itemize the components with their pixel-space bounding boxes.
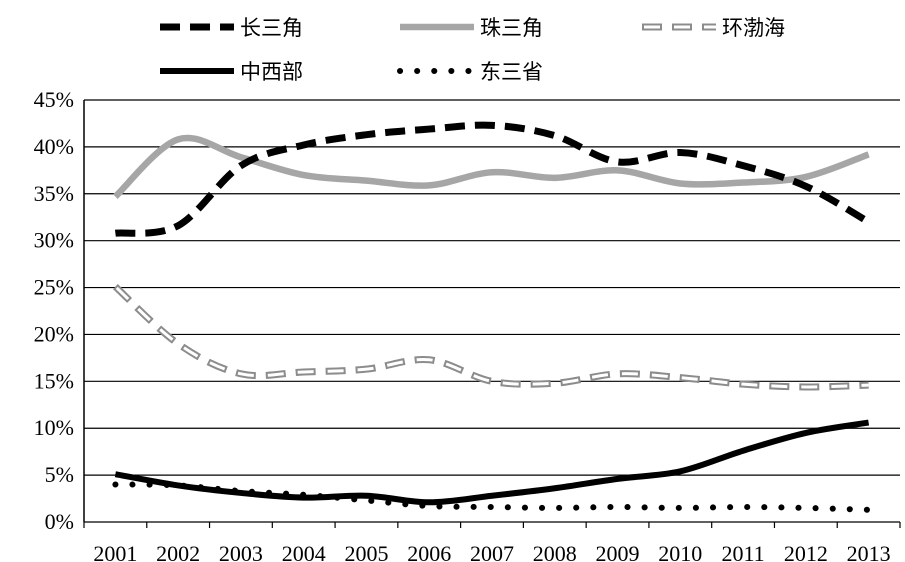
y-tick-label: 10% — [34, 415, 74, 440]
x-tick-label: 2011 — [721, 541, 764, 562]
y-tick-label: 30% — [34, 228, 74, 253]
y-tick-label: 45% — [34, 87, 74, 112]
series-line-1 — [114, 121, 871, 237]
y-axis-ticks: 0% 5% 10% 15% 20% 25% 30% 35% 40% 45% — [34, 87, 74, 534]
series-line-5 — [112, 481, 872, 513]
x-tick-label: 2009 — [596, 541, 640, 562]
x-tick-label: 2003 — [219, 541, 263, 562]
y-tick-label: 35% — [34, 181, 74, 206]
y-tick-label: 40% — [34, 134, 74, 159]
x-tick-label: 2002 — [156, 541, 200, 562]
y-tick-label: 5% — [45, 462, 74, 487]
y-tick-label: 15% — [34, 368, 74, 393]
legend-label: 中西部 — [240, 60, 303, 84]
y-tick-label: 25% — [34, 275, 74, 300]
gridlines — [83, 99, 900, 523]
series-lines — [112, 121, 872, 513]
x-tick-label: 2012 — [784, 541, 828, 562]
x-tick-label: 2006 — [407, 541, 451, 562]
series-line-3 — [113, 284, 869, 391]
legend-item: 环渤海 — [642, 16, 785, 40]
x-tick-label: 2001 — [93, 541, 137, 562]
legend-label: 珠三角 — [480, 16, 543, 40]
x-tick-label: 2008 — [533, 541, 577, 562]
series-line-4 — [114, 419, 870, 506]
y-tick-label: 20% — [34, 321, 74, 346]
legend-item: 中西部 — [160, 60, 303, 84]
x-tick-label: 2007 — [470, 541, 514, 562]
x-axis-ticks: 2001 2002 2003 2004 2005 2006 2007 2008 2009 2010… — [83, 522, 901, 562]
legend-item: 东三省 — [397, 60, 543, 84]
x-tick-label: 2005 — [344, 541, 388, 562]
x-tick-label: 2004 — [282, 541, 326, 562]
series-line-2 — [113, 134, 870, 199]
legend-label: 东三省 — [480, 60, 543, 84]
legend-label: 长三角 — [240, 16, 303, 40]
y-tick-label: 0% — [45, 509, 74, 534]
legend-label: 环渤海 — [722, 16, 785, 40]
legend-item: 珠三角 — [400, 16, 543, 40]
x-tick-label: 2013 — [847, 541, 891, 562]
legend-item: 长三角 — [160, 16, 303, 40]
x-tick-label: 2010 — [658, 541, 702, 562]
series-line-3-inner — [114, 285, 869, 389]
